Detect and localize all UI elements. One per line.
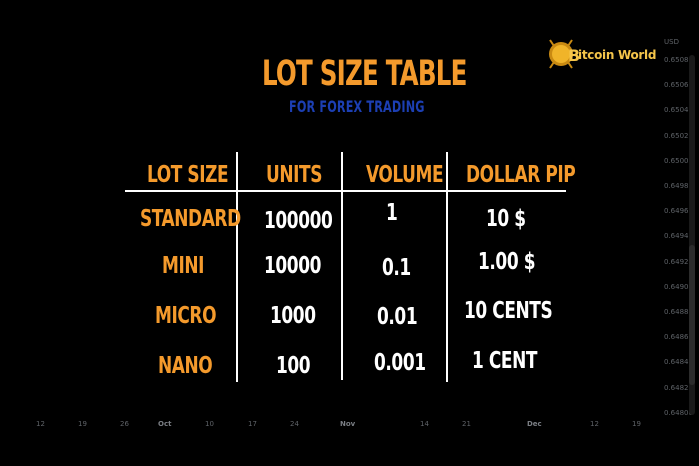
cell-volume: 0.1 bbox=[382, 255, 411, 281]
price-axis-tick: 0.64940 bbox=[664, 232, 693, 241]
cell-pip: 1 CENT bbox=[472, 348, 538, 374]
table-header-dollar-pip: DOLLAR PIP bbox=[466, 162, 576, 188]
logo-text: itcoin World bbox=[578, 48, 657, 62]
cell-units: 100 bbox=[276, 353, 311, 379]
time-axis-tick: 26 bbox=[120, 420, 129, 428]
table-header-volume: VOLUME bbox=[366, 162, 444, 188]
time-axis-tick: 12 bbox=[36, 420, 45, 428]
price-axis-tick: 0.64900 bbox=[664, 282, 693, 291]
price-axis-tick: 0.64840 bbox=[664, 358, 693, 367]
price-axis-tick: 0.65060 bbox=[664, 81, 693, 90]
price-axis-tick: 0.64880 bbox=[664, 308, 693, 316]
cell-volume: 0.001 bbox=[374, 350, 426, 376]
time-axis-tick: 14 bbox=[420, 420, 429, 428]
page-subtitle: FOR FOREX TRADING bbox=[289, 97, 425, 116]
cell-pip: 10 $ bbox=[486, 206, 526, 232]
logo-letter: B bbox=[568, 46, 581, 65]
table-column-divider bbox=[341, 152, 343, 380]
time-axis-tick: 21 bbox=[462, 420, 471, 428]
time-axis-tick: Nov bbox=[340, 420, 356, 428]
time-axis-tick: 17 bbox=[248, 420, 257, 428]
time-axis-tick: Dec bbox=[527, 420, 542, 428]
table-header-units: UNITS bbox=[266, 162, 323, 188]
price-axis-tick: 0.64820 bbox=[664, 383, 693, 392]
cell-units: 1000 bbox=[270, 303, 316, 329]
cell-pip: 10 CENTS bbox=[464, 298, 553, 324]
time-axis-tick: 10 bbox=[205, 420, 214, 428]
time-axis-tick: 12 bbox=[590, 420, 599, 428]
price-axis-tick: 0.64980 bbox=[664, 182, 693, 190]
row-label-standard: STANDARD bbox=[140, 206, 241, 232]
table-column-divider bbox=[236, 152, 238, 382]
axis-currency: USD bbox=[664, 38, 679, 46]
price-axis-tick: 0.64860 bbox=[664, 333, 693, 342]
cell-volume: 0.01 bbox=[377, 304, 418, 330]
price-axis-tick: 0.65080 bbox=[664, 56, 693, 64]
cell-units: 100000 bbox=[264, 208, 333, 234]
price-axis-tick: 0.64920 bbox=[664, 257, 693, 266]
price-scrollbar[interactable] bbox=[689, 55, 695, 415]
time-axis-tick: 19 bbox=[78, 420, 87, 428]
table-header-divider bbox=[125, 190, 566, 192]
page-title: LOT SIZE TABLE bbox=[262, 54, 467, 94]
row-label-mini: MINI bbox=[162, 253, 205, 279]
cell-pip: 1.00 $ bbox=[478, 249, 536, 275]
cell-volume: 1 bbox=[386, 200, 398, 226]
time-axis-tick: 19 bbox=[632, 420, 641, 428]
row-label-micro: MICRO bbox=[155, 303, 217, 329]
scrollbar-thumb[interactable] bbox=[689, 245, 695, 385]
price-axis-tick: 0.64800 bbox=[664, 408, 693, 417]
price-axis-tick: 0.65040 bbox=[664, 106, 693, 115]
cell-units: 10000 bbox=[264, 253, 321, 279]
time-axis-tick: 24 bbox=[290, 420, 299, 428]
price-axis-tick: 0.64960 bbox=[664, 207, 693, 216]
table-header-lot-size: LOT SIZE bbox=[147, 162, 229, 188]
time-axis-tick: Oct bbox=[158, 420, 172, 428]
row-label-nano: NANO bbox=[158, 353, 213, 379]
bitcoin-coin-icon bbox=[549, 39, 573, 69]
table-column-divider bbox=[446, 152, 448, 382]
price-axis-tick: 0.65000 bbox=[664, 156, 693, 165]
price-axis-tick: 0.65020 bbox=[664, 131, 693, 140]
